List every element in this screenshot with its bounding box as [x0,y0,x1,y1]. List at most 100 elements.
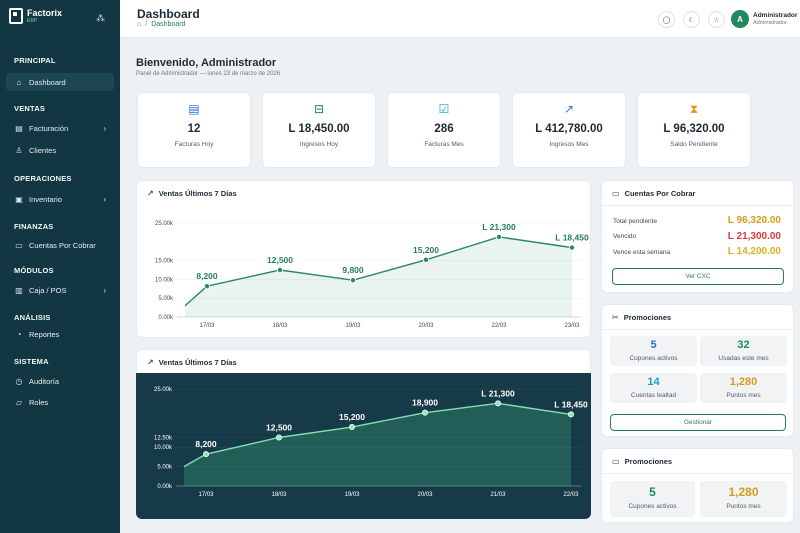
welcome-title: Bienvenido, Administrador [136,57,277,69]
promo-label: Cupones activos [628,503,677,510]
promo-stat-usadas: 32 Usadas este mes [700,336,787,366]
cxc-value: L 21,300.00 [727,231,781,242]
data-point [275,434,282,441]
x-tick-label: 20/03 [417,492,433,498]
sidebar-item-label: Inventario [29,194,62,204]
x-tick-label: 22/03 [491,323,507,329]
promo-label: Puntos mes [726,503,761,510]
reports-icon: ◔ [16,329,22,339]
avatar[interactable]: A [731,10,749,28]
bell-icon: ◯ [662,16,671,24]
stat-card-facturas-mes[interactable]: ☑ 286 Facturas Mes [387,92,501,168]
home-icon[interactable]: ⌂ [137,21,142,28]
section-principal: PRINCIPAL [14,56,56,65]
cxc-label: Total pendiente [613,218,658,225]
chevron-right-icon: › [103,194,106,204]
sidebar-item-dashboard[interactable]: ⌂ Dashboard [6,73,114,91]
x-tick-label: 20/03 [418,323,434,329]
manage-promotions-button[interactable]: Gestionar [610,414,786,431]
data-label: L 18,450 [554,399,588,409]
chart-line-icon: ↗ [147,189,154,198]
brand[interactable]: Factorix ERP [9,8,62,24]
user-name[interactable]: Administrador [753,12,798,19]
data-label: L 21,300 [481,388,515,398]
chevron-right-icon: › [103,123,106,133]
data-point [349,277,356,284]
sidebar-item-reportes[interactable]: ◔ Reportes [6,325,114,343]
chart-title-text: Ventas Últimos 7 Días [158,358,237,367]
sidebar-item-inventario[interactable]: ▣ Inventario › [6,190,114,208]
promo-label: Puntos mes [726,392,761,399]
stat-card-ingresos-hoy[interactable]: ⊟ L 18,450.00 Ingresos Hoy [262,92,376,168]
notification-button[interactable]: ◯ [658,11,675,28]
calendar-check-icon: ☑ [438,102,450,116]
view-cxc-button[interactable]: Ver CXC [612,268,784,285]
favorites-button[interactable]: ☆ [708,11,725,28]
x-tick-label: 22/03 [563,492,579,498]
section-modulos: MÓDULOS [14,266,54,275]
sales-chart-light: 0.00k 5.00k 10.00k 15.00k 25.00k 8,200 17/03 12… [155,221,589,329]
series-area [185,236,572,317]
star-icon: ☆ [713,16,720,24]
stat-card-saldo-pendiente[interactable]: ⧗ L 96,320.00 Saldo Pendiente [637,92,751,168]
y-tick-label: 25.00k [154,387,173,393]
promo-stat-lealtad: 14 Cuentas lealtad [610,373,697,403]
stat-card-facturas-hoy[interactable]: ▤ 12 Facturas Hoy [137,92,251,168]
x-tick-label: 19/03 [345,323,361,329]
stat-value: L 18,450.00 [288,123,350,135]
cxc-value: L 14,200.00 [727,246,781,257]
data-label: 8,200 [196,271,218,281]
breadcrumb-current[interactable]: Dashboard [151,21,186,28]
cxc-label: Vence esta semana [613,249,671,256]
series-area [184,403,571,486]
sidebar-item-facturacion[interactable]: ▤ Facturación › [6,119,114,137]
breadcrumb: ⌂ / Dashboard [137,21,185,28]
box-icon: ▣ [15,194,23,204]
sidebar-item-caja-pos[interactable]: ▥ Caja / POS › [6,281,114,299]
sidebar-item-auditoria[interactable]: ◷ Auditoría [6,372,114,390]
cxc-title-text: Cuentas Por Cobrar [624,189,696,198]
y-tick-label: 0.00k [157,484,173,490]
promo-label: Cupones activos [629,355,678,362]
stat-card-ingresos-mes[interactable]: ↗ L 412,780.00 Ingresos Mes [512,92,626,168]
data-label: 9,800 [342,265,364,275]
data-point [568,244,575,251]
promotions-title-text: Promociones [624,457,673,466]
sidebar-item-label: Cuentas Por Cobrar [29,240,96,250]
receivable-icon: ▭ [15,240,23,250]
wallet-icon: ▭ [612,189,620,198]
section-ventas: VENTAS [14,104,46,113]
promo-stat-cupones: 5 Cupones activos [610,336,697,366]
x-tick-label: 19/03 [344,492,360,498]
sidebar-item-cuentas-por-cobrar[interactable]: ▭ Cuentas Por Cobrar [6,236,114,254]
data-label: 15,200 [339,412,365,422]
y-tick-label: 5.00k [158,296,174,302]
data-point [494,400,501,407]
sidebar-item-label: Reportes [29,329,60,339]
sidebar-item-clientes[interactable]: ♙ Clientes [6,141,114,159]
data-label: L 18,450 [555,233,589,243]
logo-icon [9,8,23,24]
sidebar: Factorix ERP ⁂ PRINCIPAL ⌂ Dashboard VEN… [0,0,120,533]
stat-value: L 412,780.00 [535,123,603,135]
data-label: 8,200 [195,439,217,449]
chart-line-icon: ↗ [147,358,154,367]
sidebar-item-label: Caja / POS [29,285,67,295]
x-tick-label: 17/03 [199,323,215,329]
moon-icon: ☾ [688,16,695,24]
theme-toggle-button[interactable]: ☾ [683,11,700,28]
promo-stat-cupones: 5 Cupones activos [610,481,695,517]
data-label: 18,900 [412,398,438,408]
data-point [421,409,428,416]
promotions-title-text: Promociones [623,313,672,322]
sales-chart-title: ↗ Ventas Últimos 7 Días [147,189,237,198]
sidebar-item-roles[interactable]: ▱ Roles [6,393,114,411]
x-tick-label: 23/03 [564,323,580,329]
promo-value: 32 [737,339,750,351]
sidebar-item-label: Dashboard [29,77,66,87]
x-tick-label: 18/03 [272,323,288,329]
divider [602,205,793,206]
section-finanzas: FINANZAS [14,222,54,231]
apps-grid-icon[interactable]: ⁂ [96,13,105,23]
money-icon: ⊟ [313,102,325,116]
